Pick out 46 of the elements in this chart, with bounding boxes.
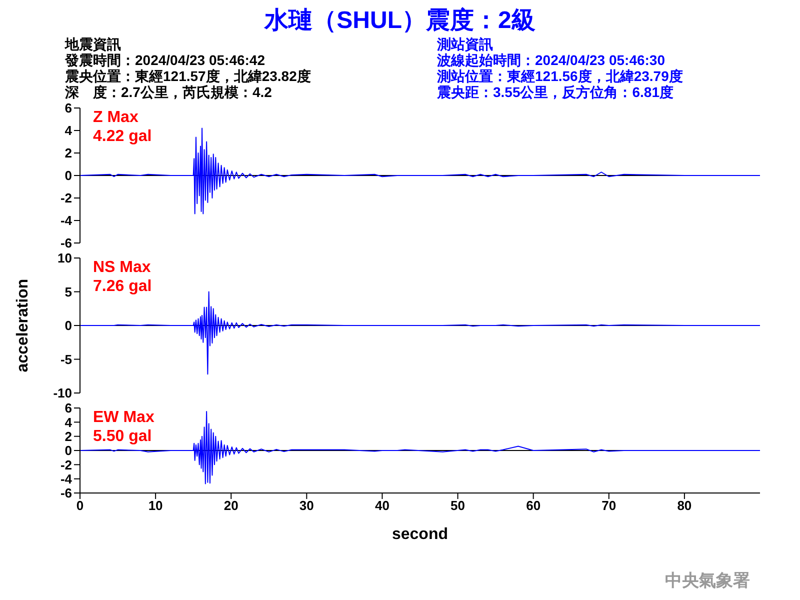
text: 測站位置：東經121.56度，北緯23.79度 (437, 68, 683, 84)
y-tick-label: 2 (64, 146, 72, 161)
y-tick-label: -4 (60, 213, 73, 228)
y-tick-label: 6 (64, 400, 72, 416)
y-tick-label: -2 (60, 190, 72, 206)
y-tick-label: 2 (64, 428, 72, 444)
x-tick-label: 60 (526, 498, 541, 514)
y-tick-label: -5 (60, 352, 72, 367)
x-axis-title: second (392, 526, 448, 543)
y-tick-label: 4 (64, 123, 73, 138)
y-tick-label: -6 (60, 486, 72, 501)
y-tick-label: 10 (58, 250, 72, 266)
x-tick-label: 40 (374, 498, 390, 514)
y-axis-title: acceleration (14, 278, 32, 372)
annotation: EW Max (93, 409, 154, 427)
y-tick-label: 0 (64, 443, 72, 458)
text: 震央位置：東經121.57度，北緯23.82度 (65, 68, 311, 84)
annotation: 4.22 gal (93, 128, 152, 146)
x-tick-label: 20 (224, 498, 238, 514)
x-tick-label: 80 (677, 498, 692, 514)
text: 深 度：2.7公里，芮氏規模：4.2 (65, 84, 273, 100)
y-tick-label: 0 (64, 318, 72, 334)
text: 發震時間：2024/04/23 05:46:42 (65, 52, 266, 68)
annotation: 5.50 gal (93, 428, 152, 446)
annotation: 7.26 gal (93, 278, 152, 296)
annotation: NS Max (93, 259, 151, 277)
y-tick-label: -10 (53, 386, 72, 401)
x-tick-label: 10 (148, 498, 163, 514)
text: 中央氣象署 (665, 570, 750, 592)
text: 地震資訊 (65, 36, 122, 52)
text: 震央距：3.55公里，反方位角：6.81度 (437, 84, 674, 100)
x-tick-label: 70 (602, 498, 616, 514)
y-tick-label: -4 (60, 471, 73, 486)
y-tick-label: -6 (60, 236, 72, 251)
x-tick-label: 50 (450, 498, 466, 514)
y-tick-label: 0 (64, 168, 72, 184)
y-tick-label: 6 (64, 100, 72, 116)
y-tick-label: -2 (60, 457, 72, 472)
y-tick-label: 4 (64, 414, 73, 430)
text: 水璉（SHUL）震度：2級 (263, 6, 536, 36)
x-tick-label: 30 (299, 498, 314, 514)
annotation: Z Max (93, 109, 138, 127)
y-tick-label: 5 (64, 284, 72, 300)
text: 波線起始時間：2024/04/23 05:46:30 (437, 52, 666, 68)
x-tick-label: 0 (76, 498, 84, 514)
text: 測站資訊 (437, 36, 494, 52)
